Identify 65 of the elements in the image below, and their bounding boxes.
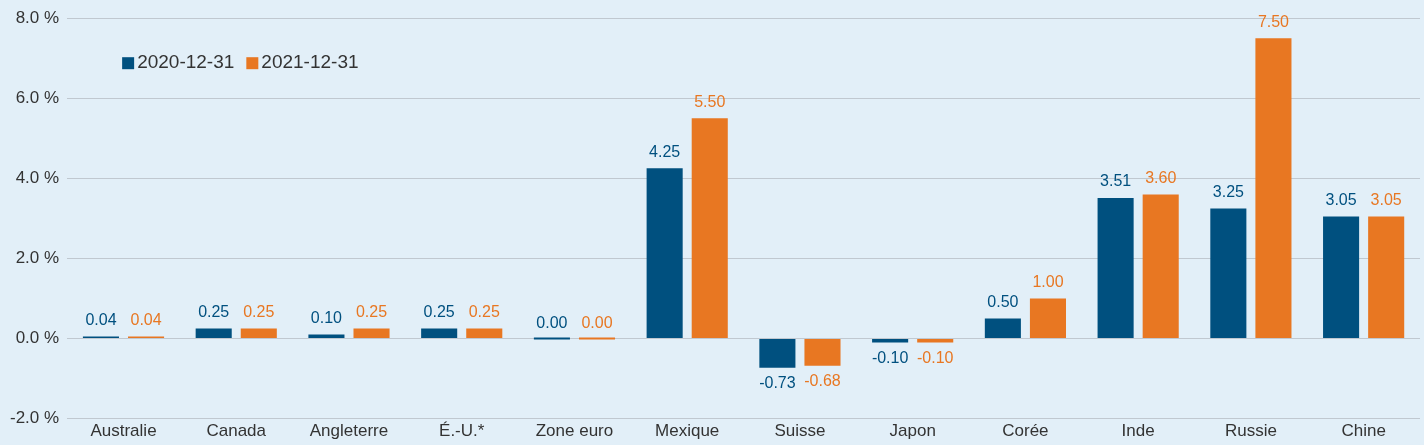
x-tick-label: Canada [206, 421, 267, 441]
bar [195, 328, 232, 339]
data-label: 3.05 [1370, 190, 1402, 208]
data-label: 0.00 [581, 313, 613, 331]
x-tick-label: Japon [889, 421, 936, 441]
y-tick-label: 6.0 % [15, 87, 60, 107]
bar [984, 318, 1021, 339]
bar [1097, 197, 1134, 339]
data-label: -0.10 [916, 348, 954, 366]
data-label: -0.73 [759, 374, 796, 392]
x-tick-label: Suisse [774, 421, 826, 441]
data-label: 0.04 [130, 310, 162, 328]
bar [646, 168, 683, 339]
data-label: 3.05 [1325, 190, 1357, 208]
x-tick-label: Zone euro [535, 421, 614, 441]
data-label: 7.50 [1257, 12, 1290, 30]
data-label: 0.25 [355, 302, 388, 320]
bar [578, 337, 616, 340]
bar [1323, 216, 1360, 339]
y-tick-label: 4.0 % [15, 168, 60, 188]
data-label: 1.00 [1032, 272, 1064, 290]
y-tick-label: 2.0 % [15, 248, 60, 268]
bar [1142, 194, 1179, 339]
data-label: 3.60 [1145, 168, 1177, 186]
data-label: -0.10 [871, 348, 909, 366]
data-label: 3.25 [1212, 182, 1245, 200]
bar [759, 339, 796, 368]
bar [240, 328, 277, 339]
legend-label: 2020-12-31 [137, 51, 235, 73]
data-label: 3.51 [1100, 172, 1132, 190]
y-tick-label: 0.0 % [15, 328, 60, 348]
data-label: 0.50 [987, 292, 1019, 310]
x-tick-label: Angleterre [309, 421, 389, 441]
bar [872, 339, 909, 343]
bar [804, 339, 841, 366]
bar [691, 118, 728, 339]
data-label: 0.25 [198, 302, 230, 320]
data-label: 4.25 [649, 142, 681, 160]
data-label: -0.68 [804, 372, 841, 390]
bar [917, 339, 954, 343]
data-label: 0.00 [536, 313, 568, 331]
bar [466, 328, 503, 339]
bar [1255, 38, 1292, 339]
y-tick-label: -2.0 % [9, 408, 60, 428]
legend-label: 2021-12-31 [261, 51, 359, 73]
bar [1029, 298, 1066, 339]
x-tick-label: Corée [1002, 421, 1049, 441]
x-tick-label: É.-U.* [439, 421, 485, 441]
x-tick-label: Australie [90, 421, 157, 441]
bar [533, 337, 570, 340]
data-label: 0.25 [423, 302, 455, 320]
y-tick-label: 8.0 % [15, 7, 60, 27]
data-label: 0.04 [85, 310, 117, 328]
data-label: 0.25 [243, 302, 275, 320]
data-label: 5.50 [694, 92, 726, 110]
bar [1210, 208, 1247, 339]
x-tick-label: Inde [1121, 421, 1155, 441]
x-tick-label: Chine [1341, 421, 1386, 441]
data-label: 0.25 [468, 302, 500, 320]
data-label: 0.10 [310, 308, 343, 326]
x-tick-label: Mexique [655, 421, 720, 441]
bar [1368, 216, 1405, 339]
x-tick-label: Russie [1224, 421, 1277, 441]
bar [421, 328, 458, 339]
bar [353, 328, 390, 339]
